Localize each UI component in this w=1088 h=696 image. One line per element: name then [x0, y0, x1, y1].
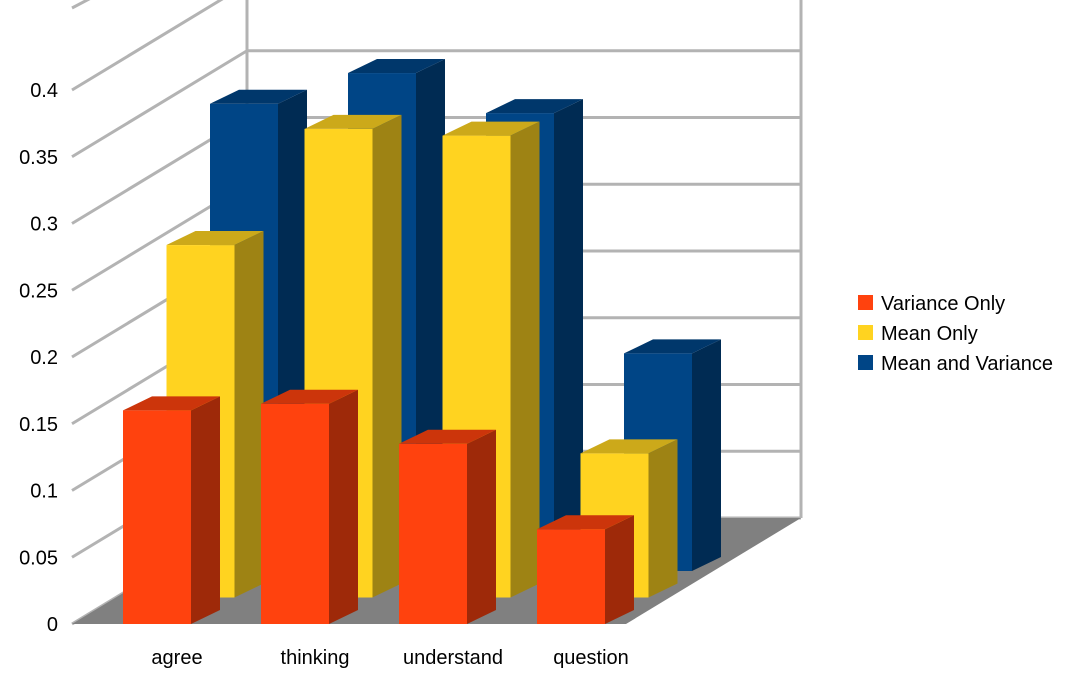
bar-side-face [234, 231, 264, 598]
bar-top-face [537, 515, 634, 530]
bar-top-face [261, 389, 358, 404]
y-tick-label: 0.4 [30, 80, 58, 102]
y-tick-label: 0.1 [30, 481, 58, 503]
x-category-label: agree [151, 647, 202, 669]
legend-swatch [858, 295, 873, 310]
bar-top-face [399, 429, 496, 444]
bar-side-face [372, 114, 402, 598]
bar-front-face [123, 410, 191, 624]
legend-label: Variance Only [881, 293, 1005, 315]
x-axis-category-labels: agree thinking understand question [151, 647, 628, 669]
y-tick-label: 0.3 [30, 214, 58, 236]
gridline-left-wall [71, 0, 224, 92]
legend-swatch [858, 355, 873, 370]
x-category-label: understand [403, 647, 503, 669]
legend-label: Mean and Variance [881, 353, 1053, 375]
y-tick-label: 0 [47, 614, 58, 636]
bar-top-face [348, 59, 445, 74]
bar-top-face [486, 99, 583, 114]
bar-side-face [191, 396, 220, 624]
bar-top-face [580, 439, 678, 454]
y-axis-tick-labels: 0 0.05 0.1 0.15 0.2 0.25 0.3 0.35 0.4 [19, 80, 58, 636]
legend: Variance Only Mean Only Mean and Variance [858, 293, 1053, 375]
bars [123, 59, 721, 624]
bar-front-face [261, 403, 329, 624]
bar-side-face [692, 339, 721, 571]
bar-top-face [123, 396, 220, 411]
bar-side-face [605, 515, 634, 624]
bar-top-face [442, 121, 540, 136]
bar-side-face [467, 429, 496, 624]
bar-front-face [537, 529, 605, 624]
x-category-label: question [553, 647, 629, 669]
y-tick-label: 0.15 [19, 414, 58, 436]
y-tick-label: 0.2 [30, 347, 58, 369]
bar [261, 389, 358, 624]
bar [537, 515, 634, 624]
legend-label: Mean Only [881, 323, 978, 345]
bar [123, 396, 220, 624]
legend-swatch [858, 325, 873, 340]
x-category-label: thinking [281, 647, 350, 669]
y-tick-label: 0.25 [19, 280, 58, 302]
bar-top-face [166, 231, 264, 246]
bar-top-face [624, 339, 721, 354]
bar-side-face [329, 389, 358, 624]
bar-top-face [210, 89, 307, 104]
bar [399, 429, 496, 624]
bar-side-face [554, 99, 583, 571]
bar-front-face [399, 443, 467, 624]
bar-side-face [648, 439, 678, 598]
gridline-left-wall [71, 49, 248, 159]
y-tick-label: 0.35 [19, 147, 58, 169]
bar-top-face [304, 114, 402, 129]
bar-side-face [510, 121, 540, 598]
y-tick-label: 0.05 [19, 547, 58, 569]
